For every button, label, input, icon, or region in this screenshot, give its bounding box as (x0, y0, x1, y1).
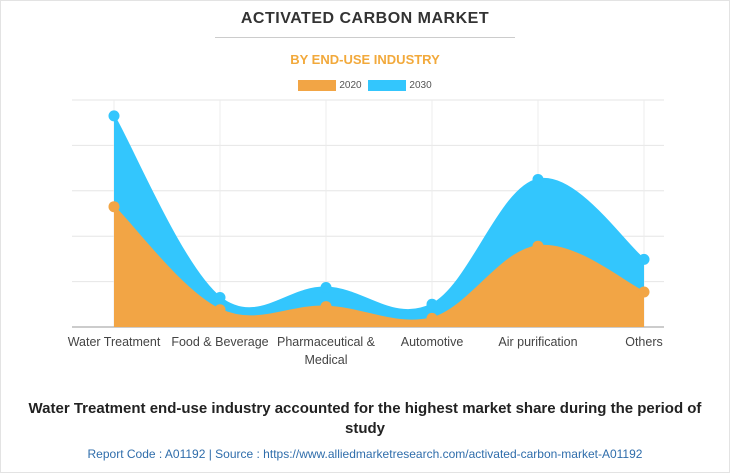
point-2020-6 (638, 286, 650, 298)
x-tick-label: Food & Beverage (171, 335, 268, 349)
title-divider (215, 37, 515, 38)
point-2030-5 (532, 173, 544, 185)
line-series-2020 (113, 205, 645, 322)
area-series-2020 (114, 206, 644, 327)
legend-label-2030: 2030 (409, 80, 432, 91)
legend-item-2030[interactable]: 2030 (368, 80, 432, 91)
chart-title: ACTIVATED CARBON MARKET (240, 10, 490, 27)
legend-swatch-2030 (368, 80, 407, 91)
chart-caption: Water Treatment end-use industry account… (28, 400, 702, 437)
point-2020-3 (320, 301, 332, 313)
point-2030-1 (108, 110, 120, 122)
x-tick-label: Water Treatment (68, 335, 161, 349)
x-tick-label: Medical (304, 353, 347, 367)
point-2020-1 (108, 201, 120, 213)
x-tick-label: Automotive (401, 335, 464, 349)
x-tick-label: Pharmaceutical & (277, 335, 376, 349)
line-series-2030 (113, 115, 645, 312)
point-2020-2 (214, 304, 226, 316)
x-tick-label: Air purification (498, 335, 577, 349)
point-2030-6 (638, 253, 650, 265)
chart-legend: 2020 2030 (0, 80, 730, 91)
point-2020-5 (532, 240, 544, 252)
chart-subtitle: BY END-USE INDUSTRY (290, 52, 440, 67)
legend-label-2020: 2020 (339, 80, 362, 91)
report-source-footer[interactable]: Report Code : A01192 | Source : https://… (87, 447, 643, 461)
point-2030-3 (320, 282, 332, 294)
x-tick-label: Others (625, 335, 663, 349)
point-2030-2 (214, 291, 226, 303)
legend-swatch-2020 (298, 80, 337, 91)
point-2020-4 (426, 312, 438, 324)
legend-item-2020[interactable]: 2020 (298, 80, 362, 91)
point-2030-4 (426, 298, 438, 310)
